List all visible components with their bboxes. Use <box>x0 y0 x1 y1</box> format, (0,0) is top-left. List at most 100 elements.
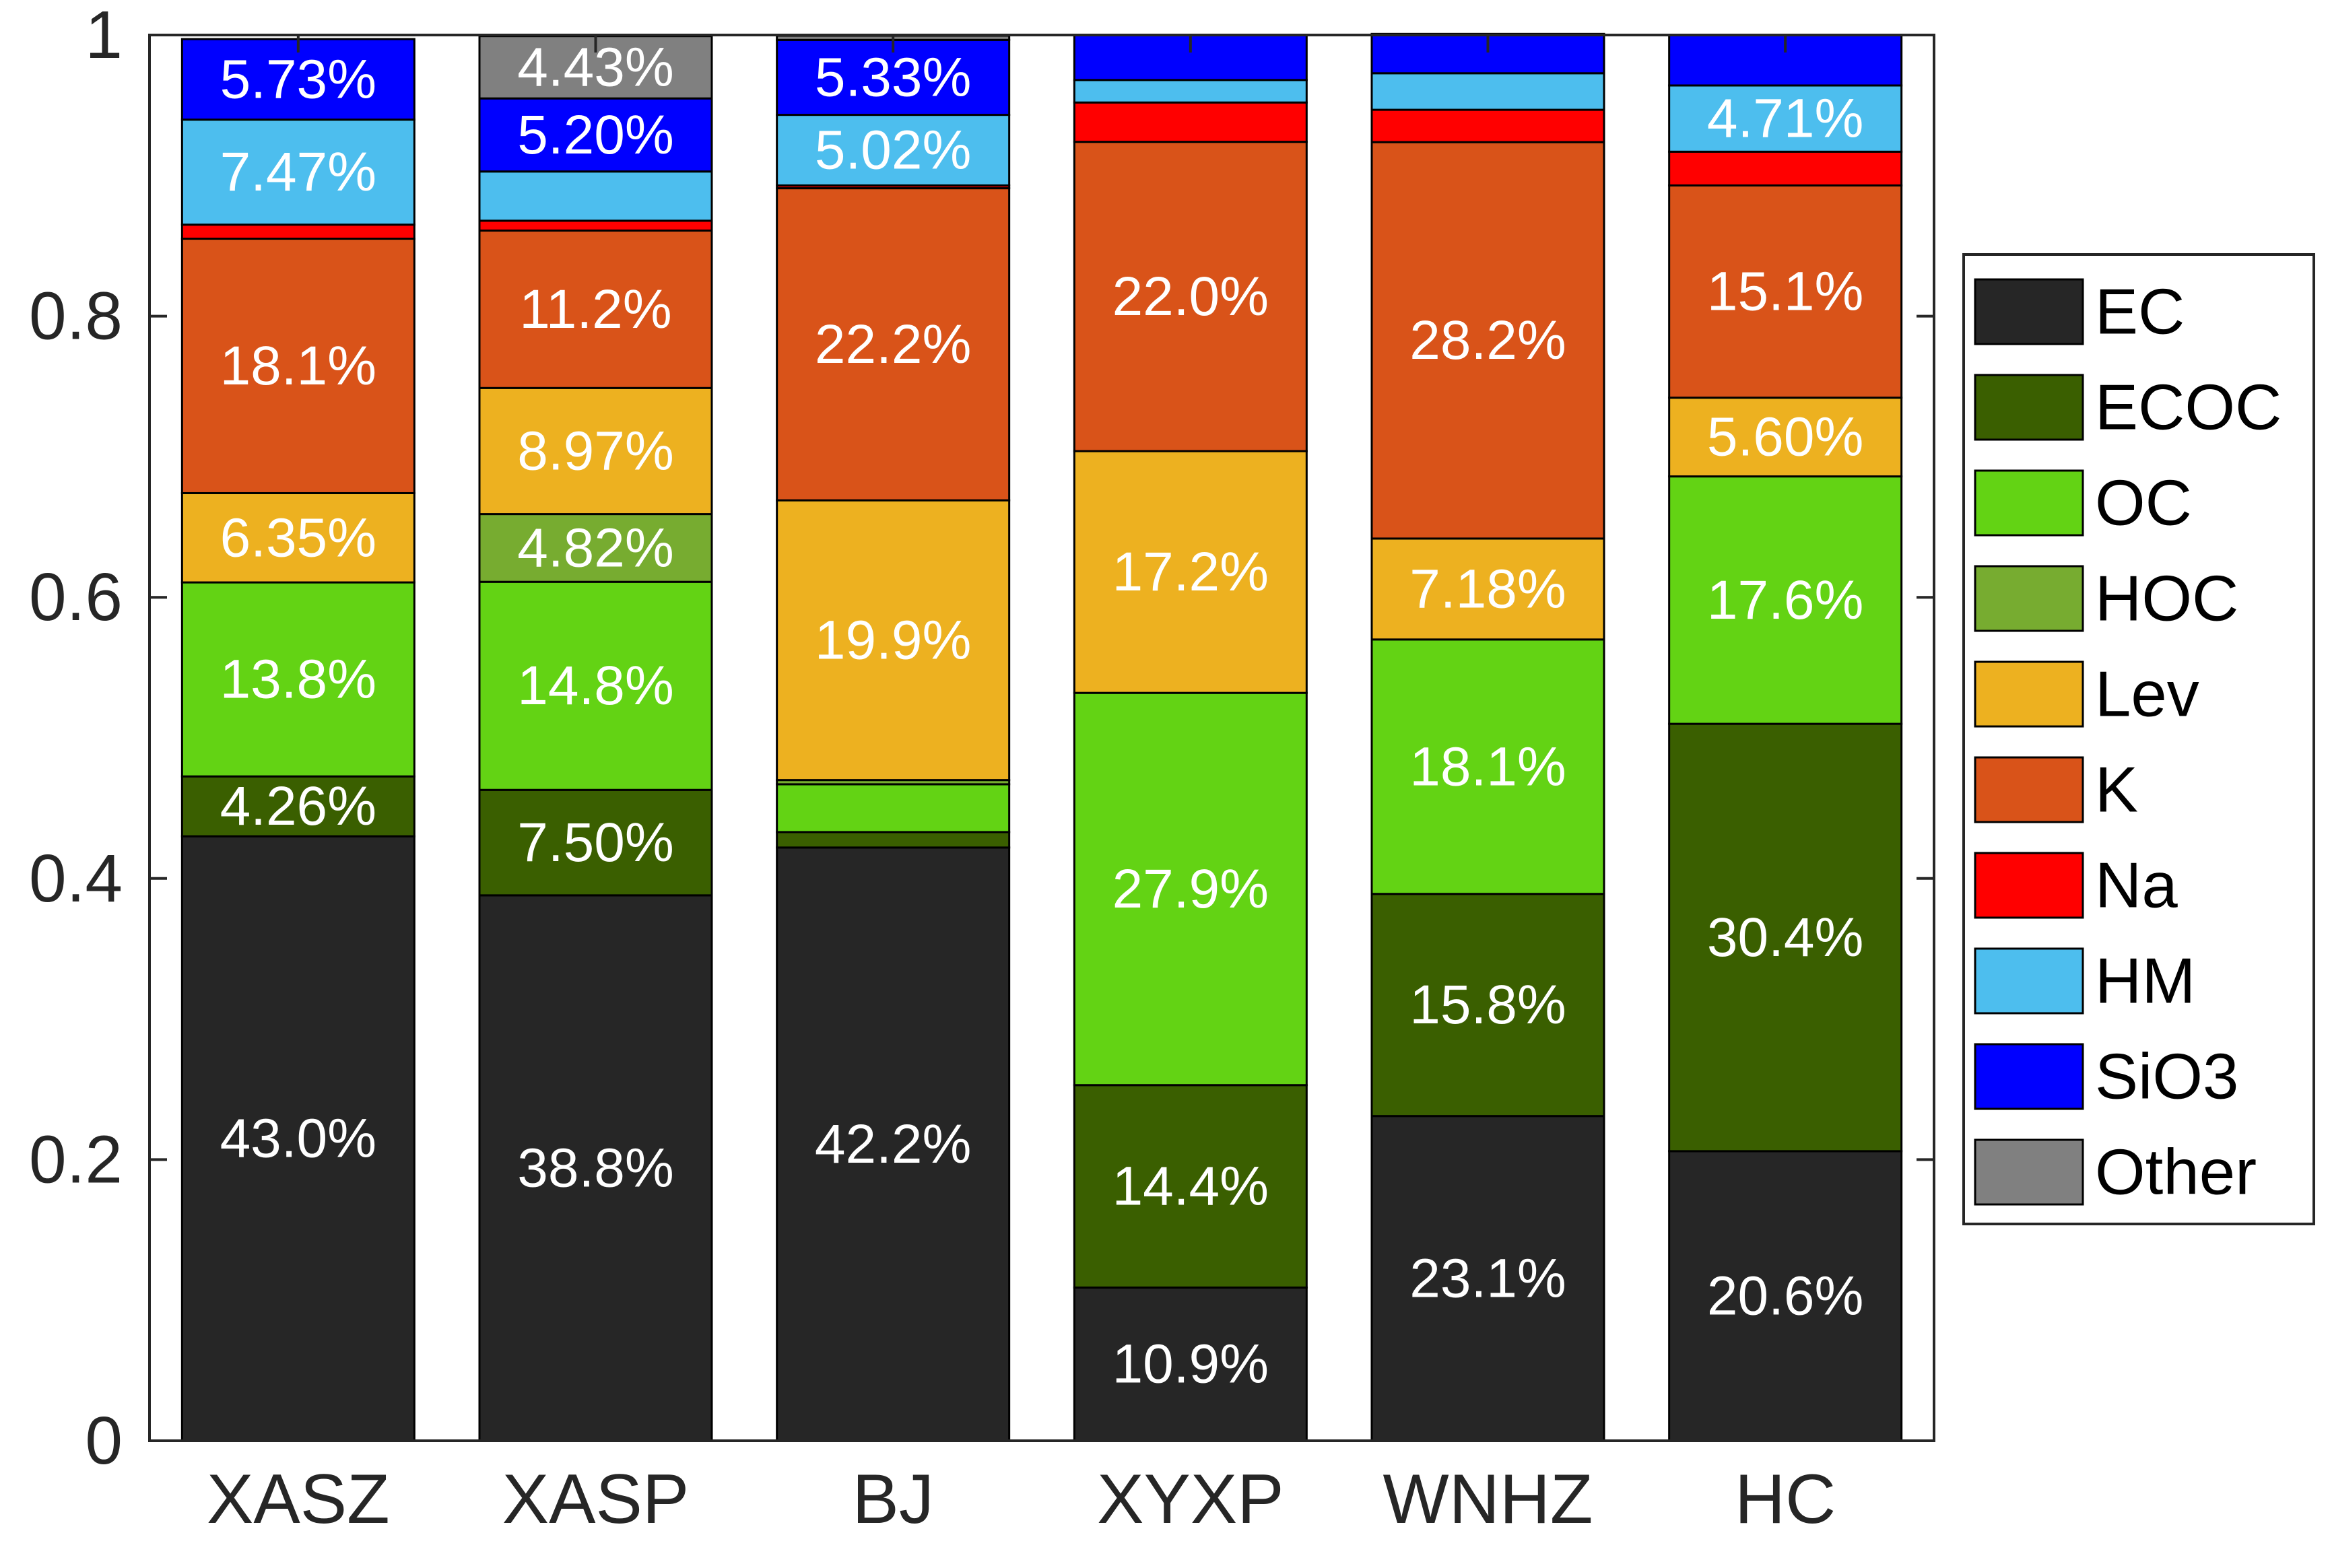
bar-segment-xyxp-lev <box>1073 450 1308 694</box>
data-label-hc-lev: 5.60% <box>1707 407 1864 468</box>
bar-segment-xasz-ecoc <box>180 775 415 838</box>
y-tick-label: 0.2 <box>29 1122 123 1197</box>
legend-label-sio3: SiO3 <box>2095 1041 2238 1113</box>
bar-segment-xyxp-k <box>1073 141 1308 452</box>
data-label-bj-hm: 5.02% <box>815 120 972 181</box>
data-label-xyxp-ecoc: 14.4% <box>1112 1156 1269 1217</box>
legend-label-lev: Lev <box>2095 658 2199 730</box>
bars-layer: 43.0% 4.26% 13.8% 6.35% 18.1% 7.47% 5.73% 38.8%… <box>180 32 1903 1442</box>
data-label-xasz-k: 18.1% <box>220 335 377 397</box>
bar-segment-xasz-lev <box>180 491 415 584</box>
legend-swatch-ec <box>1974 278 2084 345</box>
data-label-xasp-hoc: 4.82% <box>517 517 674 578</box>
bar-segment-bj-hm <box>776 114 1011 186</box>
bar-segment-bj-ecoc <box>776 831 1011 849</box>
bar-segment-wnhz-lev <box>1370 537 1605 641</box>
data-label-xyxp-oc: 27.9% <box>1112 858 1269 920</box>
data-label-xyxp-ec: 10.9% <box>1112 1334 1269 1395</box>
data-label-xasz-sio3: 5.73% <box>220 48 377 110</box>
x-tick-label-bj: BJ <box>852 1460 933 1538</box>
data-label-wnhz-k: 28.2% <box>1409 310 1566 371</box>
legend: EC ECOC OC HOC Lev K Na HM SiO3 Other <box>1962 253 2315 1225</box>
data-label-wnhz-oc: 18.1% <box>1409 736 1566 797</box>
data-label-xasp-ec: 38.8% <box>517 1137 674 1198</box>
bar-segment-hc-oc <box>1668 475 1903 725</box>
data-label-xasz-ec: 43.0% <box>220 1108 377 1169</box>
data-label-hc-hm: 4.71% <box>1707 88 1864 149</box>
data-label-xasp-lev: 8.97% <box>517 420 674 481</box>
data-label-bj-ec: 42.2% <box>815 1114 972 1175</box>
data-label-bj-k: 22.2% <box>815 314 972 375</box>
bar-segment-xyxp-ec <box>1073 1286 1308 1442</box>
bar-segment-hc-hm <box>1668 84 1903 153</box>
bar-segment-wnhz-na <box>1370 108 1605 143</box>
legend-label-hoc: HOC <box>2095 563 2238 635</box>
legend-label-k: K <box>2095 754 2138 826</box>
bar-segment-xasp-na <box>478 219 713 232</box>
data-label-xasp-sio3: 5.20% <box>517 104 674 166</box>
bar-segment-xasp-oc <box>478 580 713 791</box>
bar-segment-wnhz-ecoc <box>1370 893 1605 1118</box>
legend-swatch-oc <box>1974 469 2084 537</box>
legend-label-oc: OC <box>2095 467 2192 539</box>
bar-segment-wnhz-ec <box>1370 1115 1605 1442</box>
data-label-xyxp-lev: 17.2% <box>1112 541 1269 603</box>
legend-swatch-hm <box>1974 947 2084 1015</box>
bar-segment-hc-k <box>1668 184 1903 399</box>
bar-segment-xyxp-ecoc <box>1073 1084 1308 1289</box>
data-label-xasp-oc: 14.8% <box>517 655 674 716</box>
bar-segment-hc-ec <box>1668 1150 1903 1442</box>
legend-label-hm: HM <box>2095 945 2195 1017</box>
legend-swatch-na <box>1974 852 2084 919</box>
y-tick-label: 0.6 <box>29 559 123 635</box>
bar-segment-wnhz-hm <box>1370 72 1605 111</box>
data-label-hc-ec: 20.6% <box>1707 1265 1864 1326</box>
data-label-xasz-lev: 6.35% <box>220 507 377 568</box>
plot-area-border <box>148 34 1935 1442</box>
legend-swatch-ecoc <box>1974 374 2084 441</box>
data-label-bj-lev: 19.9% <box>815 609 972 671</box>
y-tick-label: 0 <box>85 1403 123 1478</box>
data-label-xasp-k: 11.2% <box>519 279 671 340</box>
x-tick-label-xasz: XASZ <box>207 1460 390 1538</box>
bar-segment-wnhz-oc <box>1370 638 1605 895</box>
x-tick-label-wnhz: WNHZ <box>1383 1460 1593 1538</box>
bar-segment-wnhz-k <box>1370 141 1605 540</box>
bar-segment-bj-lev <box>776 499 1011 782</box>
data-label-xasp-ecoc: 7.50% <box>517 812 674 873</box>
data-label-wnhz-lev: 7.18% <box>1409 558 1566 619</box>
data-label-xasz-hm: 7.47% <box>220 141 377 203</box>
bar-segment-xasz-hm <box>180 118 415 226</box>
legend-label-na: Na <box>2095 850 2178 922</box>
legend-swatch-hoc <box>1974 565 2084 632</box>
bar-segment-xasz-na <box>180 224 415 240</box>
legend-swatch-sio3 <box>1974 1043 2084 1110</box>
axes-layer: XASZ XASP BJ XYXP WNHZ HC 0 0.2 0.4 0.6 0.8 1 <box>29 0 1935 1538</box>
bar-segment-xasp-hoc <box>478 513 713 583</box>
x-tick-label-hc: HC <box>1735 1460 1836 1538</box>
data-label-xyxp-k: 22.0% <box>1112 266 1269 327</box>
data-label-xasz-oc: 13.8% <box>220 649 377 710</box>
bar-segment-xyxp-oc <box>1073 691 1308 1087</box>
bar-segment-xasp-hm <box>478 170 713 222</box>
legend-swatch-k <box>1974 756 2084 823</box>
data-label-hc-k: 15.1% <box>1707 261 1864 322</box>
bar-segment-xasp-ecoc <box>478 788 713 897</box>
data-label-wnhz-ecoc: 15.8% <box>1409 974 1566 1035</box>
bar-segment-hc-lev <box>1668 397 1903 478</box>
y-tick-label: 1 <box>85 0 123 73</box>
data-label-wnhz-ec: 23.1% <box>1409 1248 1566 1309</box>
bar-segment-xasp-k <box>478 229 713 389</box>
y-tick-label: 0.8 <box>29 279 123 354</box>
bar-segment-xasp-ec <box>478 894 713 1442</box>
bar-segment-bj-oc <box>776 783 1011 833</box>
bar-segment-hc-ecoc <box>1668 722 1903 1153</box>
data-label-hc-ecoc: 30.4% <box>1707 907 1864 968</box>
bar-segment-bj-ec <box>776 846 1011 1442</box>
y-tick-label: 0.4 <box>29 841 123 916</box>
legend-swatch-lev <box>1974 660 2084 728</box>
bar-segment-xasp-lev <box>478 386 713 516</box>
bar-segment-xasz-ec <box>180 835 415 1442</box>
x-tick-label-xyxp: XYXP <box>1097 1460 1284 1538</box>
